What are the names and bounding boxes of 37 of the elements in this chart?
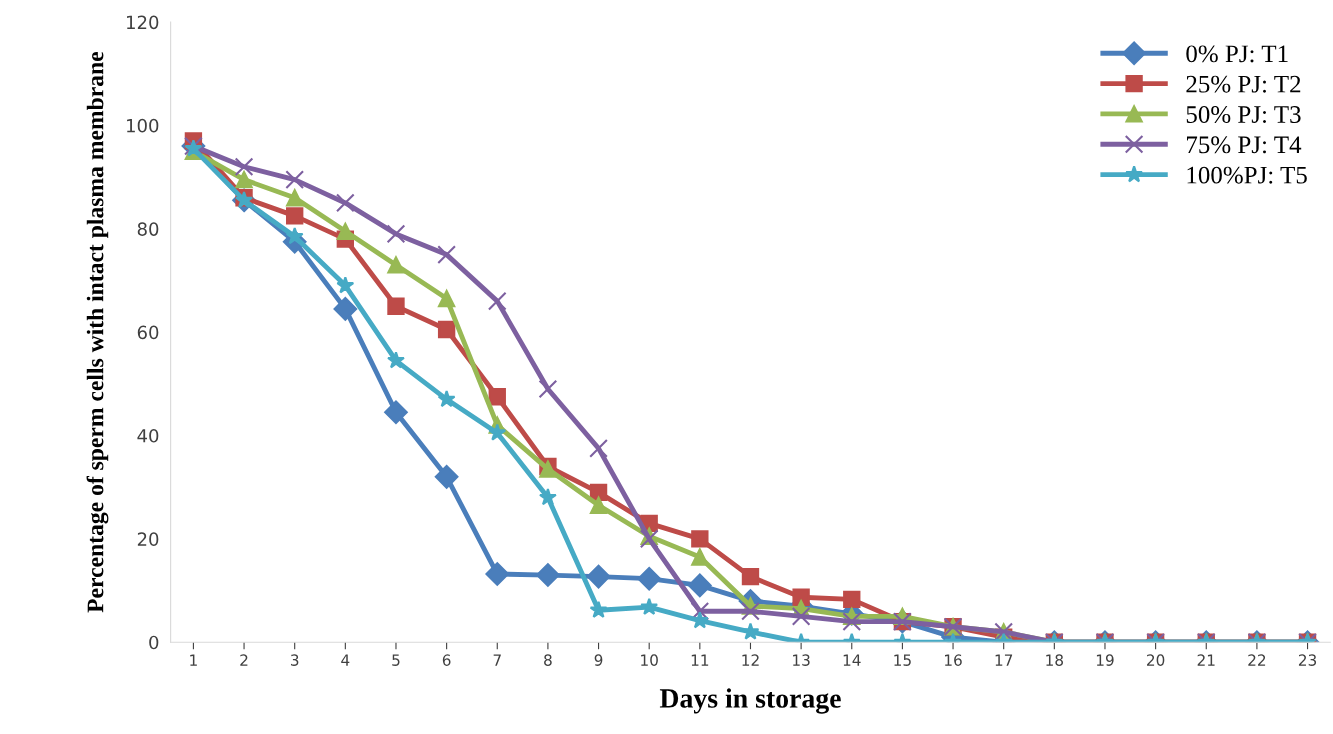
legend-label: 0% PJ: T1 [1186,45,1288,63]
x-tick-label: 2 [240,654,248,666]
y-axis-title: Percentage of sperm cells with intact plasma membrane [86,51,109,613]
y-tick-label: 40 [137,428,159,443]
x-tick-label: 20 [1147,654,1165,666]
x-tick-label: 3 [291,654,299,666]
y-tick-label: 100 [127,118,159,133]
legend-label: 75% PJ: T4 [1187,136,1302,154]
y-tick-label: 120 [127,15,159,30]
x-tick-label: 4 [341,654,350,666]
x-tick-label: 1 [190,654,197,666]
x-tick-label: 8 [544,654,552,666]
x-tick-label: 19 [1096,654,1114,666]
x-tick-label: 17 [995,654,1013,666]
x-tick-label: 12 [742,654,759,666]
y-tick-label: 20 [137,532,159,546]
x-tick-label: 6 [442,654,451,666]
x-tick-label: 11 [691,654,709,666]
x-tick-label: 10 [641,654,658,666]
x-tick-label: 14 [843,654,861,666]
x-tick-label: 15 [894,654,911,666]
x-tick-label: 22 [1248,654,1266,666]
legend-label: 25% PJ: T2 [1186,75,1301,93]
x-axis-title: Days in storage [659,688,841,714]
x-tick-label: 5 [392,654,400,666]
legend-label: 100%PJ: T5 [1187,166,1307,184]
x-tick-label: 7 [493,654,501,666]
x-tick-label: 23 [1298,654,1317,666]
x-tick-label: 9 [594,654,603,666]
x-tick-label: 18 [1046,654,1064,666]
legend-label: 50% PJ: T3 [1186,106,1301,124]
y-tick-label: 80 [137,222,159,236]
x-tick-label: 21 [1197,654,1215,666]
y-tick-label: 60 [137,325,159,340]
x-tick-label: 13 [793,654,810,666]
y-tick-label: 0 [149,635,159,650]
x-tick-label: 16 [945,654,962,666]
